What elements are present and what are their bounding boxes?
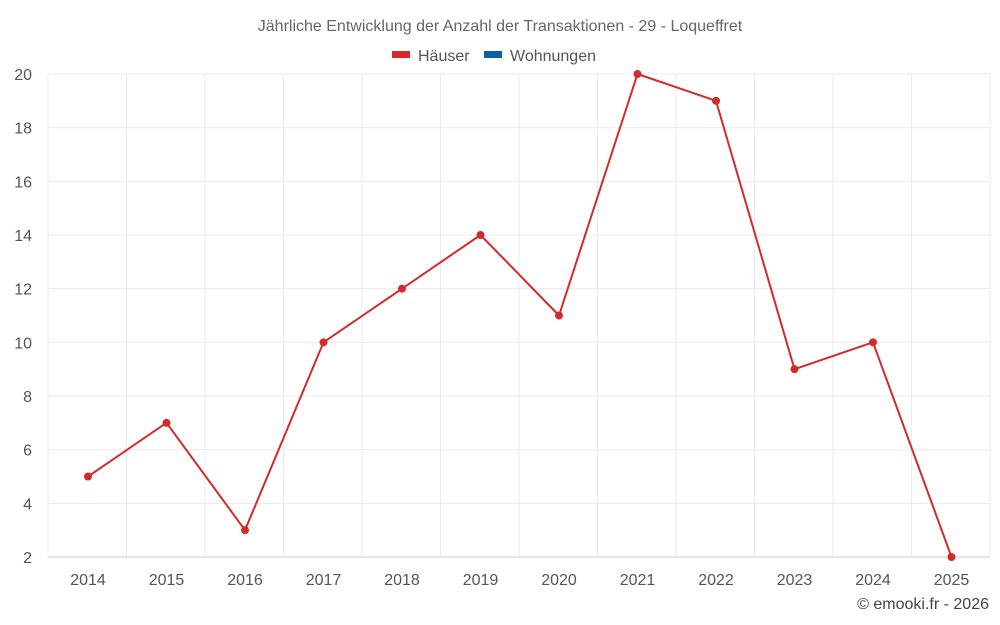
- legend-swatch-haeuser[interactable]: [392, 51, 410, 58]
- x-tick-label: 2020: [541, 572, 577, 589]
- x-tick-label: 2025: [934, 572, 970, 589]
- y-axis-ticks: 2 4 6 8 10 12 14 16 18 20: [14, 67, 32, 567]
- legend-swatch-wohnungen[interactable]: [484, 51, 502, 58]
- x-tick-label: 2016: [227, 572, 263, 589]
- credit-text: © emooki.fr - 2026: [857, 596, 989, 613]
- y-tick-label: 12: [14, 282, 32, 299]
- y-tick-label: 10: [14, 335, 32, 352]
- x-axis-ticks: 2014 2015 2016 2017 2018 2019 2020 2021 2022 2023…: [70, 572, 969, 589]
- data-point[interactable]: [319, 338, 328, 347]
- x-tick-label: 2017: [306, 572, 342, 589]
- vertical-grid: [47, 74, 991, 557]
- x-tick-label: 2014: [70, 572, 106, 589]
- x-tick-label: 2023: [777, 572, 813, 589]
- y-tick-label: 20: [14, 67, 32, 84]
- y-tick-label: 6: [23, 443, 32, 460]
- data-point[interactable]: [869, 338, 877, 347]
- y-tick-label: 16: [14, 174, 32, 191]
- x-tick-label: 2022: [698, 572, 734, 589]
- data-point[interactable]: [398, 284, 406, 293]
- data-point[interactable]: [241, 526, 249, 535]
- data-point[interactable]: [633, 70, 642, 78]
- chart-title: Jährliche Entwicklung der Anzahl der Tra…: [258, 18, 743, 35]
- series-haeuser: [84, 70, 956, 561]
- legend-label-wohnungen[interactable]: Wohnungen: [510, 48, 596, 65]
- data-point[interactable]: [476, 231, 485, 239]
- y-tick-label: 8: [23, 389, 32, 406]
- x-tick-label: 2024: [855, 572, 891, 589]
- x-tick-label: 2019: [463, 572, 499, 589]
- data-point[interactable]: [790, 365, 799, 374]
- data-point[interactable]: [84, 472, 92, 481]
- y-tick-label: 4: [23, 496, 32, 513]
- horizontal-grid: [48, 73, 990, 504]
- data-point[interactable]: [712, 96, 720, 105]
- x-tick-label: 2015: [149, 572, 185, 589]
- data-point[interactable]: [947, 553, 956, 561]
- y-tick-label: 2: [23, 550, 32, 567]
- legend-label-haeuser[interactable]: Häuser: [418, 48, 470, 65]
- y-tick-label: 18: [14, 121, 32, 138]
- data-point[interactable]: [555, 311, 563, 320]
- y-tick-label: 14: [14, 228, 32, 245]
- legend[interactable]: Häuser Wohnungen: [392, 48, 596, 65]
- series-line-0: [87, 73, 953, 558]
- x-tick-label: 2021: [620, 572, 656, 589]
- data-point[interactable]: [162, 418, 171, 427]
- x-tick-label: 2018: [384, 572, 420, 589]
